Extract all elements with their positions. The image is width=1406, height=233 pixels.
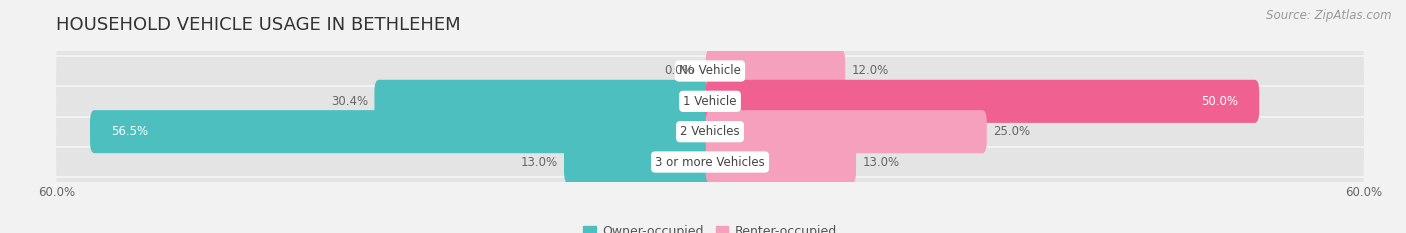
Text: Source: ZipAtlas.com: Source: ZipAtlas.com bbox=[1267, 9, 1392, 22]
Text: 25.0%: 25.0% bbox=[993, 125, 1031, 138]
FancyBboxPatch shape bbox=[564, 140, 714, 184]
Text: 56.5%: 56.5% bbox=[111, 125, 148, 138]
FancyBboxPatch shape bbox=[706, 80, 1260, 123]
Legend: Owner-occupied, Renter-occupied: Owner-occupied, Renter-occupied bbox=[578, 220, 842, 233]
FancyBboxPatch shape bbox=[56, 104, 1364, 220]
Text: 2 Vehicles: 2 Vehicles bbox=[681, 125, 740, 138]
Text: 0.0%: 0.0% bbox=[664, 65, 693, 78]
Text: 1 Vehicle: 1 Vehicle bbox=[683, 95, 737, 108]
Text: HOUSEHOLD VEHICLE USAGE IN BETHLEHEM: HOUSEHOLD VEHICLE USAGE IN BETHLEHEM bbox=[56, 16, 461, 34]
FancyBboxPatch shape bbox=[706, 49, 845, 93]
FancyBboxPatch shape bbox=[706, 140, 856, 184]
Text: 30.4%: 30.4% bbox=[330, 95, 368, 108]
FancyBboxPatch shape bbox=[90, 110, 714, 153]
Text: No Vehicle: No Vehicle bbox=[679, 65, 741, 78]
FancyBboxPatch shape bbox=[374, 80, 714, 123]
Text: 13.0%: 13.0% bbox=[862, 155, 900, 168]
Text: 12.0%: 12.0% bbox=[852, 65, 889, 78]
Text: 13.0%: 13.0% bbox=[520, 155, 558, 168]
FancyBboxPatch shape bbox=[56, 43, 1364, 159]
Text: 3 or more Vehicles: 3 or more Vehicles bbox=[655, 155, 765, 168]
FancyBboxPatch shape bbox=[56, 74, 1364, 190]
FancyBboxPatch shape bbox=[56, 13, 1364, 129]
Text: 50.0%: 50.0% bbox=[1202, 95, 1239, 108]
FancyBboxPatch shape bbox=[706, 110, 987, 153]
